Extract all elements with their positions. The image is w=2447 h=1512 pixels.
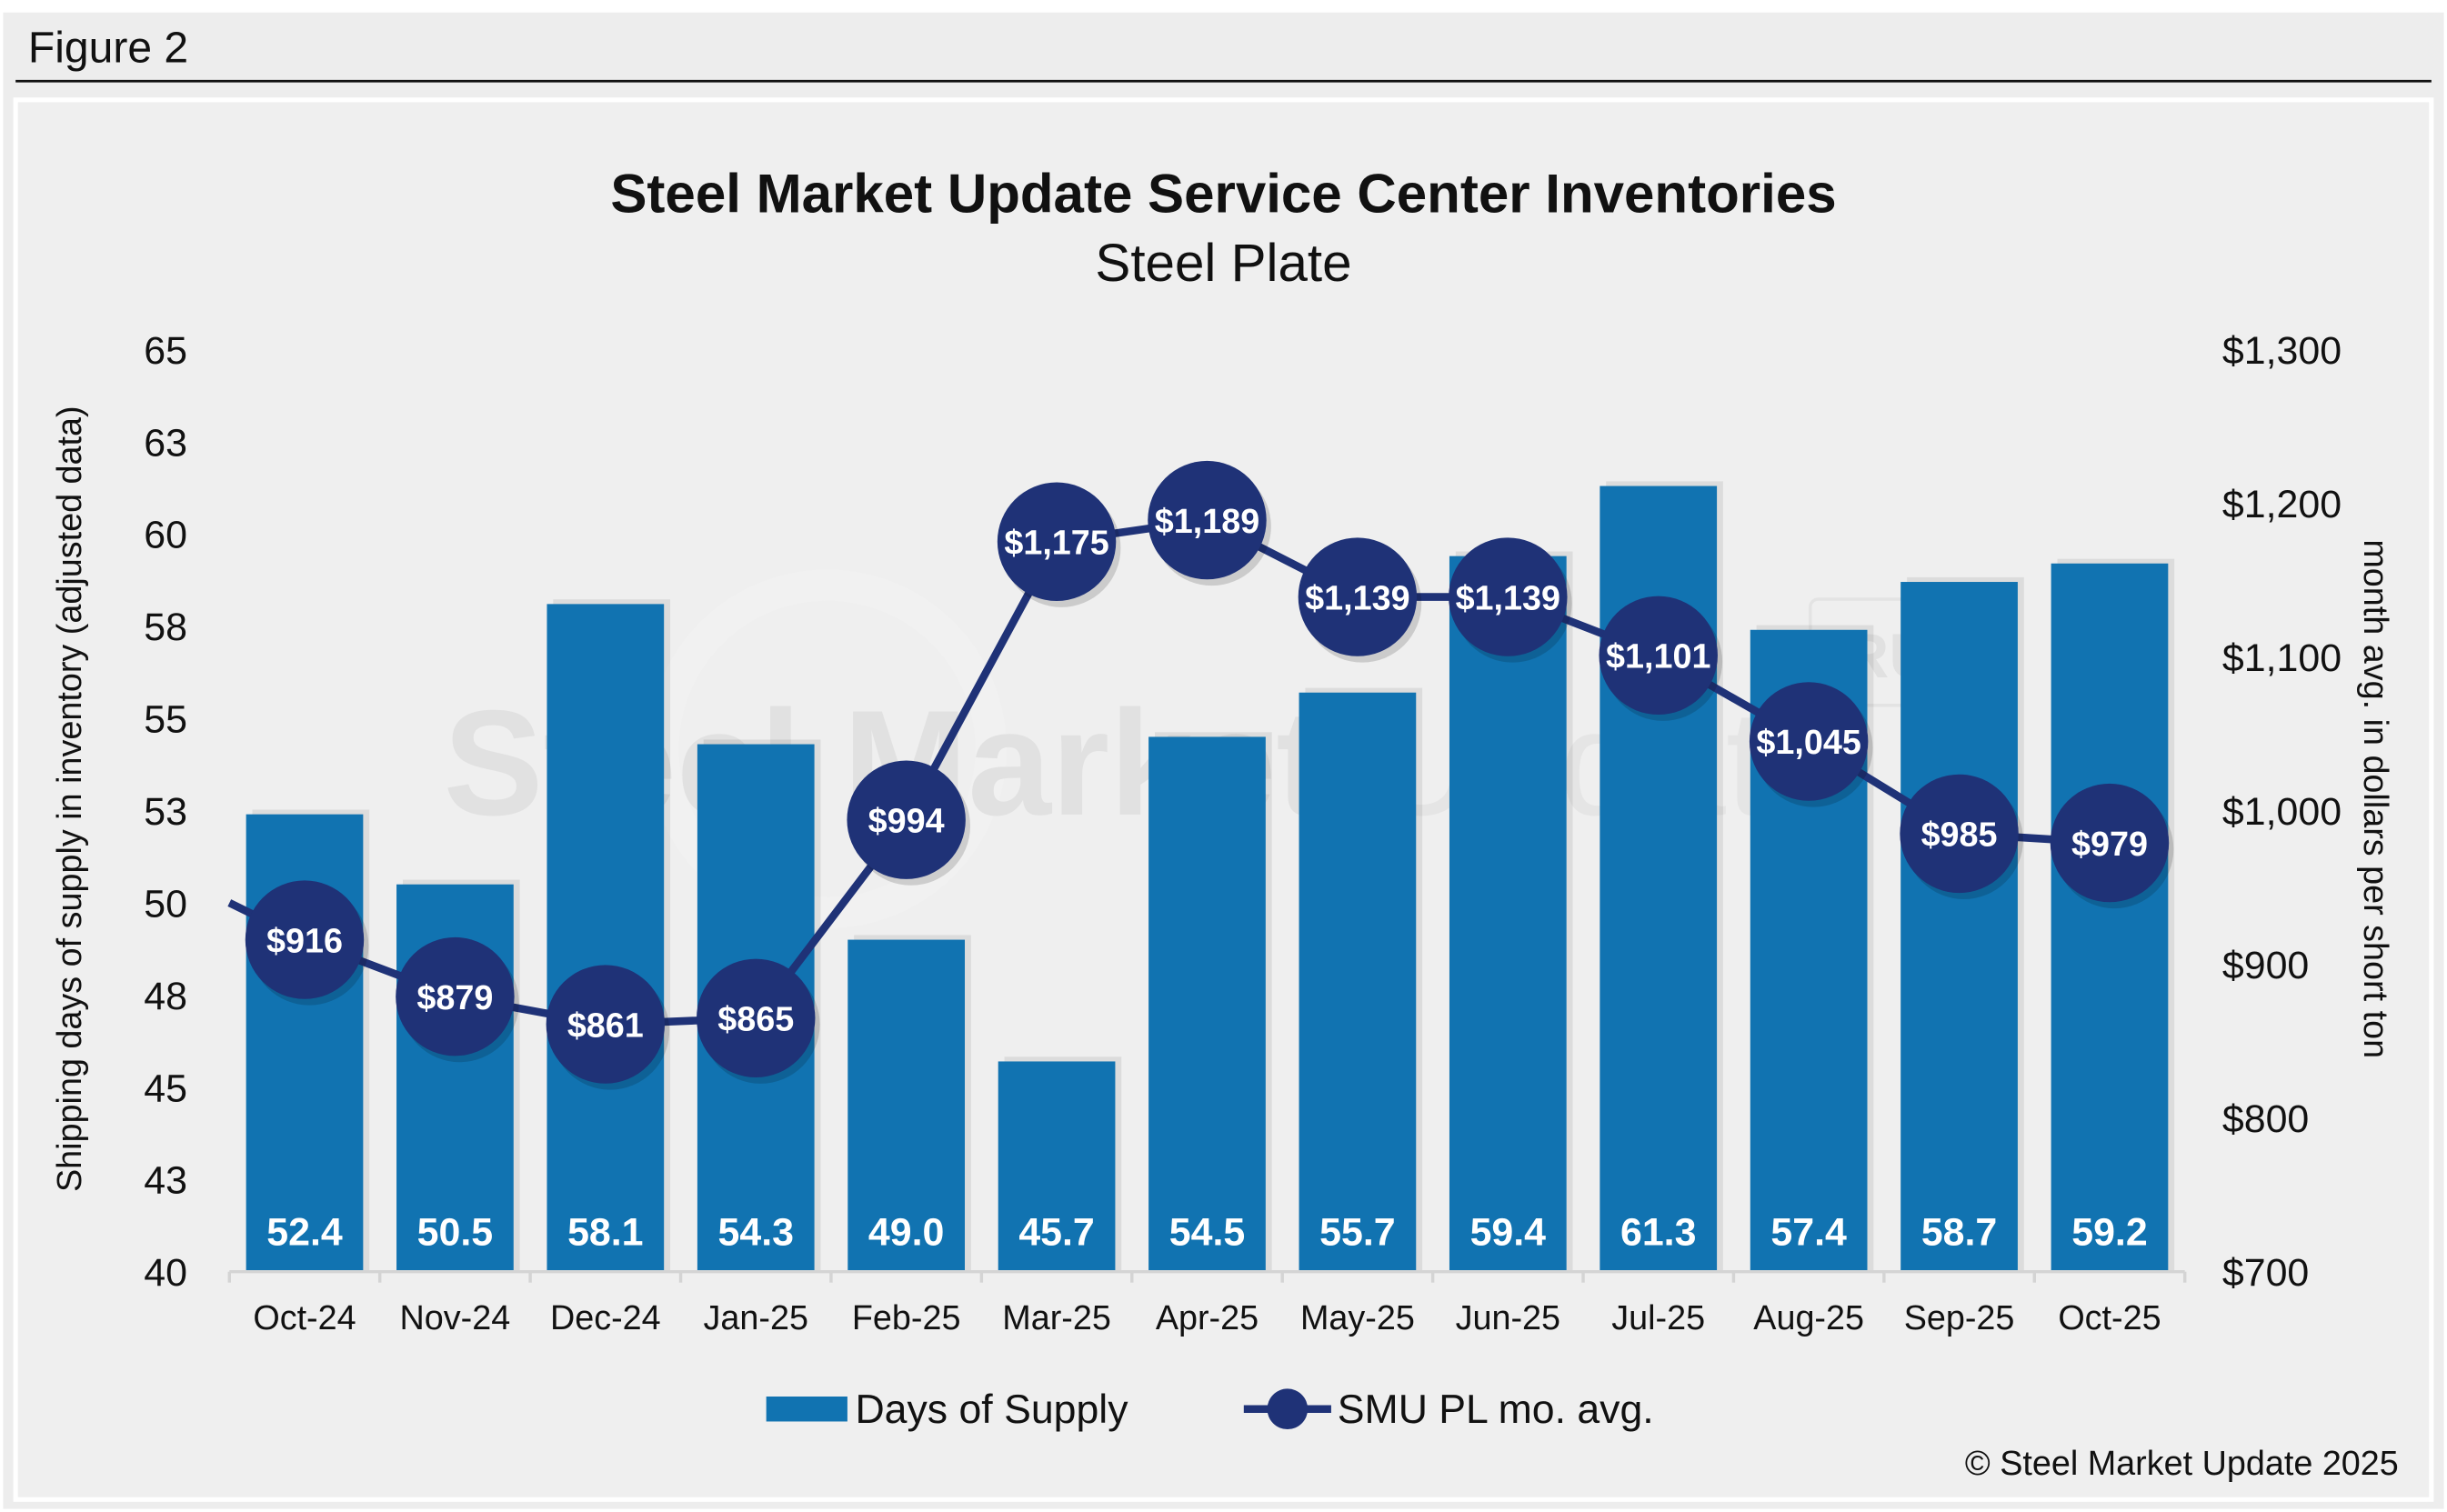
line-marker-Sep-25 — [1900, 774, 2019, 894]
chart-title: Steel Market Update Service Center Inven… — [610, 163, 1836, 224]
line-value-label: $1,189 — [1155, 502, 1259, 540]
line-value-label: $979 — [2071, 825, 2148, 863]
bar-value-label: 61.3 — [1620, 1211, 1696, 1255]
bar-value-label: 59.2 — [2071, 1211, 2147, 1255]
bar-value-label: 54.5 — [1169, 1211, 1245, 1255]
x-tick-label: Feb-25 — [852, 1298, 961, 1337]
line-marker-Feb-25 — [847, 760, 966, 879]
bar-value-label: 59.4 — [1470, 1211, 1547, 1255]
bar-value-label: 57.4 — [1770, 1211, 1847, 1255]
line-value-label: $1,175 — [1004, 523, 1108, 561]
y-tick-label: 43 — [144, 1159, 187, 1203]
line-value-label: $879 — [416, 978, 493, 1016]
bar-Oct-25 — [2051, 563, 2169, 1272]
y2-tick-label: $1,200 — [2222, 483, 2342, 526]
x-tick-label: Oct-25 — [2058, 1298, 2161, 1337]
line-value-label: $1,139 — [1456, 578, 1560, 616]
chart-subtitle: Steel Plate — [1095, 234, 1351, 293]
bar-value-label: 54.3 — [717, 1211, 793, 1255]
bar-value-label: 52.4 — [266, 1211, 343, 1255]
bar-Feb-25 — [847, 939, 966, 1272]
line-marker-Nov-24 — [396, 936, 515, 1056]
bar-value-label: 50.5 — [417, 1211, 493, 1255]
line-marker-Oct-24 — [245, 880, 365, 999]
x-tick-label: Oct-24 — [253, 1298, 356, 1337]
y-tick-label: 40 — [144, 1251, 187, 1295]
bar-value-label: 49.0 — [868, 1211, 944, 1255]
line-marker-Jun-25 — [1449, 537, 1568, 656]
bar-May-25 — [1299, 692, 1417, 1272]
line-marker-Apr-25 — [1148, 460, 1267, 580]
copyright: © Steel Market Update 2025 — [1965, 1444, 2399, 1482]
y2-tick-label: $900 — [2222, 944, 2309, 987]
x-tick-label: Mar-25 — [1002, 1298, 1111, 1337]
line-marker-Dec-24 — [546, 965, 666, 1084]
legend-marker — [1267, 1388, 1309, 1430]
bar-Jun-25 — [1449, 556, 1567, 1272]
y-tick-label: 58 — [144, 606, 187, 649]
y-tick-label: 50 — [144, 882, 187, 926]
line-marker-Mar-25 — [997, 482, 1117, 601]
legend-label-smu-pl: SMU PL mo. avg. — [1338, 1387, 1654, 1432]
x-tick-label: Apr-25 — [1156, 1298, 1259, 1337]
y2-tick-label: $800 — [2222, 1097, 2309, 1141]
y-tick-label: 53 — [144, 790, 187, 834]
x-tick-label: Jan-25 — [704, 1298, 808, 1337]
legend-swatch-days-of-supply — [766, 1396, 847, 1422]
line-value-label: $865 — [717, 1000, 794, 1038]
bar-value-label: 58.1 — [567, 1211, 643, 1255]
y2-tick-label: $1,000 — [2222, 790, 2342, 834]
line-marker-Aug-25 — [1749, 682, 1869, 801]
y2-tick-label: $1,300 — [2222, 329, 2342, 373]
bar-value-label: 55.7 — [1319, 1211, 1395, 1255]
line-value-label: $1,045 — [1756, 723, 1860, 761]
figure-label: Figure 2 — [28, 25, 188, 73]
y-tick-label: 45 — [144, 1066, 187, 1110]
bar-value-label: 45.7 — [1018, 1211, 1094, 1255]
legend-label-days-of-supply: Days of Supply — [855, 1387, 1128, 1432]
y-axis-label: Shipping days of supply in inventory (ad… — [50, 406, 88, 1192]
y2-tick-label: $1,100 — [2222, 636, 2342, 680]
x-tick-label: Jun-25 — [1456, 1298, 1560, 1337]
bar-Mar-25 — [998, 1061, 1116, 1272]
x-tick-label: Aug-25 — [1753, 1298, 1864, 1337]
line-marker-Jan-25 — [697, 958, 816, 1077]
bar-Apr-25 — [1148, 736, 1266, 1272]
bar-value-label: 58.7 — [1921, 1211, 1997, 1255]
line-value-label: $994 — [868, 801, 945, 839]
bar-Dec-24 — [547, 604, 665, 1272]
line-value-label: $861 — [567, 1006, 644, 1044]
x-tick-label: May-25 — [1300, 1298, 1415, 1337]
line-value-label: $1,139 — [1305, 578, 1409, 616]
line-value-label: $1,101 — [1606, 637, 1710, 676]
x-tick-label: Nov-24 — [400, 1298, 511, 1337]
y-tick-label: 60 — [144, 514, 187, 557]
y2-axis-label: month avg. in dollars per short ton — [2357, 539, 2395, 1058]
x-tick-label: Jul-25 — [1611, 1298, 1705, 1337]
bar-Sep-25 — [1900, 582, 2018, 1272]
line-value-label: $985 — [1921, 816, 1998, 854]
line-marker-Jul-25 — [1599, 596, 1718, 716]
y-tick-label: 48 — [144, 975, 187, 1018]
y-tick-label: 65 — [144, 329, 187, 373]
line-marker-Oct-25 — [2050, 783, 2170, 903]
y2-tick-label: $700 — [2222, 1251, 2309, 1295]
line-marker-May-25 — [1298, 537, 1418, 656]
x-tick-label: Dec-24 — [550, 1298, 661, 1337]
y-tick-label: 55 — [144, 698, 187, 742]
x-tick-label: Sep-25 — [1904, 1298, 2015, 1337]
y-tick-label: 63 — [144, 421, 187, 465]
legend: Days of Supply SMU PL mo. avg. — [766, 1387, 1654, 1432]
line-value-label: $916 — [266, 921, 343, 959]
